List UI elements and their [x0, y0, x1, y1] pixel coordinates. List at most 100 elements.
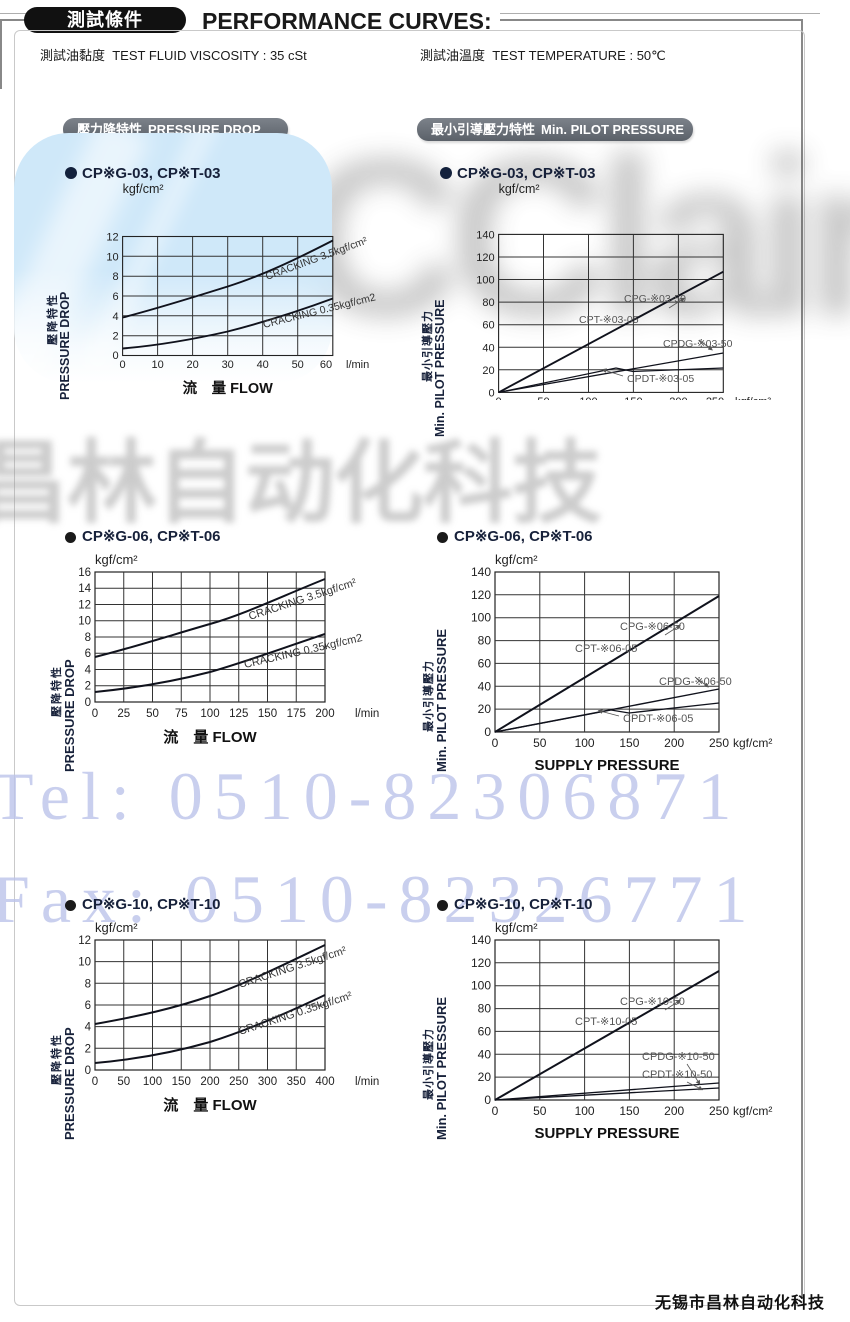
svg-text:50: 50: [533, 1104, 547, 1118]
svg-text:75: 75: [175, 708, 188, 720]
svg-text:4: 4: [85, 665, 92, 677]
svg-text:20: 20: [482, 365, 494, 377]
svg-text:SUPPLY PRESSURE: SUPPLY PRESSURE: [534, 1125, 679, 1142]
svg-text:CPDG-※03-50: CPDG-※03-50: [663, 338, 733, 350]
svg-text:400: 400: [315, 1076, 334, 1088]
svg-text:20: 20: [478, 1070, 492, 1084]
svg-text:2: 2: [112, 331, 118, 343]
svg-text:kgf/cm²: kgf/cm²: [95, 552, 138, 567]
svg-text:125: 125: [229, 708, 248, 720]
svg-text:100: 100: [575, 1104, 595, 1118]
svg-text:CPDT-※10-50: CPDT-※10-50: [642, 1069, 712, 1081]
svg-text:CPT-※10-05: CPT-※10-05: [575, 1016, 637, 1028]
svg-text:120: 120: [471, 956, 491, 970]
svg-text:12: 12: [106, 232, 118, 244]
svg-text:CPDT-※06-05: CPDT-※06-05: [623, 713, 693, 725]
svg-text:200: 200: [315, 708, 334, 720]
svg-text:6: 6: [112, 291, 118, 303]
svg-text:40: 40: [478, 679, 492, 693]
svg-text:kgf/cm²: kgf/cm²: [495, 552, 538, 567]
svg-text:CPDT-※03-05: CPDT-※03-05: [627, 373, 694, 385]
svg-text:10: 10: [106, 251, 118, 263]
svg-text:50: 50: [146, 708, 159, 720]
svg-text:60: 60: [478, 1024, 492, 1038]
svg-text:50: 50: [117, 1076, 130, 1088]
svg-text:120: 120: [471, 588, 491, 602]
svg-text:CRACKING 0.35kgf/cm²: CRACKING 0.35kgf/cm²: [237, 990, 354, 1038]
svg-text:CPG-※06-50: CPG-※06-50: [620, 621, 685, 633]
svg-text:CPG-※10-50: CPG-※10-50: [620, 996, 685, 1008]
svg-text:8: 8: [85, 632, 91, 644]
svg-text:150: 150: [624, 396, 642, 400]
svg-text:0: 0: [492, 736, 499, 750]
svg-text:kgf/cm²: kgf/cm²: [499, 182, 540, 196]
svg-text:kgf/cm²: kgf/cm²: [733, 1104, 772, 1118]
svg-text:30: 30: [222, 359, 234, 371]
svg-text:8: 8: [85, 978, 91, 990]
svg-text:350: 350: [287, 1076, 306, 1088]
svg-text:0: 0: [484, 1093, 491, 1107]
svg-text:kgf/cm²: kgf/cm²: [95, 920, 138, 935]
svg-text:100: 100: [200, 708, 219, 720]
svg-text:120: 120: [476, 252, 494, 264]
svg-text:80: 80: [478, 634, 492, 648]
svg-text:10: 10: [78, 957, 91, 969]
svg-text:l/min: l/min: [355, 1076, 379, 1088]
svg-text:16: 16: [78, 567, 91, 579]
svg-text:l/min: l/min: [346, 359, 369, 371]
svg-text:40: 40: [257, 359, 269, 371]
svg-text:150: 150: [619, 736, 639, 750]
svg-text:60: 60: [320, 359, 332, 371]
svg-text:8: 8: [112, 271, 118, 283]
svg-text:150: 150: [258, 708, 277, 720]
svg-text:SUPPLY PRESSURE: SUPPLY PRESSURE: [534, 757, 679, 774]
svg-text:200: 200: [669, 396, 687, 400]
svg-text:kgf/cm²: kgf/cm²: [735, 396, 771, 400]
svg-text:80: 80: [482, 297, 494, 309]
svg-text:100: 100: [579, 396, 597, 400]
svg-text:60: 60: [478, 656, 492, 670]
svg-text:140: 140: [471, 565, 491, 579]
svg-text:20: 20: [186, 359, 198, 371]
svg-text:流 量 FLOW: 流 量 FLOW: [163, 728, 257, 746]
svg-text:200: 200: [664, 1104, 684, 1118]
svg-text:100: 100: [575, 736, 595, 750]
svg-text:0: 0: [92, 708, 98, 720]
svg-text:14: 14: [78, 583, 91, 595]
svg-text:50: 50: [537, 396, 549, 400]
svg-text:300: 300: [258, 1076, 277, 1088]
svg-text:250: 250: [709, 1104, 729, 1118]
svg-text:100: 100: [471, 979, 491, 993]
svg-text:200: 200: [664, 736, 684, 750]
svg-text:0: 0: [484, 725, 491, 739]
svg-text:20: 20: [478, 702, 492, 716]
svg-text:0: 0: [496, 396, 502, 400]
svg-text:2: 2: [85, 1043, 91, 1055]
svg-text:50: 50: [533, 736, 547, 750]
svg-text:10: 10: [151, 359, 163, 371]
svg-text:0: 0: [112, 350, 118, 362]
svg-text:kgf/cm²: kgf/cm²: [495, 920, 538, 935]
svg-text:250: 250: [229, 1076, 248, 1088]
svg-text:2: 2: [85, 681, 91, 693]
svg-text:流 量 FLOW: 流 量 FLOW: [183, 379, 274, 397]
svg-text:kgf/cm²: kgf/cm²: [733, 736, 772, 750]
svg-text:CRACKING 3.5kgf/cm²: CRACKING 3.5kgf/cm²: [237, 945, 348, 991]
svg-text:250: 250: [709, 736, 729, 750]
svg-text:100: 100: [471, 611, 491, 625]
svg-text:100: 100: [476, 275, 494, 287]
svg-text:0: 0: [85, 1065, 91, 1077]
svg-text:CRACKING 0.35kgf/cm2: CRACKING 0.35kgf/cm2: [243, 632, 364, 671]
svg-text:流 量 FLOW: 流 量 FLOW: [163, 1096, 257, 1114]
svg-text:0: 0: [92, 1076, 98, 1088]
svg-text:10: 10: [78, 616, 91, 628]
svg-text:175: 175: [287, 708, 306, 720]
svg-text:4: 4: [85, 1022, 92, 1034]
svg-text:140: 140: [471, 933, 491, 947]
svg-text:50: 50: [292, 359, 304, 371]
svg-text:60: 60: [482, 320, 494, 332]
svg-text:CPDG-※06-50: CPDG-※06-50: [659, 676, 732, 688]
svg-text:kgf/cm²: kgf/cm²: [123, 182, 164, 196]
svg-text:6: 6: [85, 648, 91, 660]
svg-text:l/min: l/min: [355, 708, 379, 720]
